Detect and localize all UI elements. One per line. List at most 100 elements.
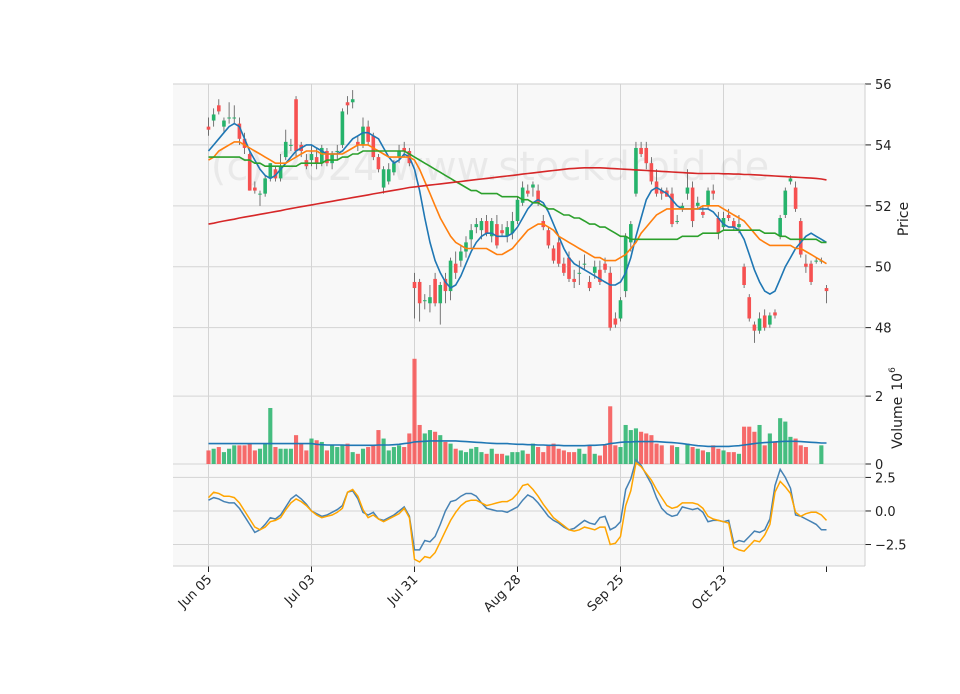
candle-body <box>520 187 525 203</box>
volume-bar <box>360 448 366 464</box>
volume-bar <box>618 447 623 464</box>
price-y-tick-label: 54 <box>875 139 892 154</box>
candle-body <box>283 141 288 158</box>
volume-y-tick-label: 0 <box>875 458 883 473</box>
candle-body <box>206 126 211 130</box>
volume-bar <box>726 452 731 464</box>
volume-bar <box>371 445 376 464</box>
volume-bar <box>247 443 252 464</box>
volume-bar <box>705 452 711 464</box>
candle-body <box>428 297 432 304</box>
candle-body <box>345 102 350 106</box>
volume-bar <box>669 445 675 464</box>
volume-bar <box>711 445 716 464</box>
candle-body <box>603 263 607 270</box>
candle-body <box>412 281 417 289</box>
volume-bar <box>788 436 793 464</box>
volume-bar <box>324 450 330 464</box>
candle-body <box>695 202 700 206</box>
price-y-tick-label: 56 <box>875 78 892 93</box>
ma-line-sma_slow <box>208 150 827 244</box>
volume-bar <box>263 443 268 464</box>
volume-bar <box>499 453 505 464</box>
volume-bar <box>211 448 216 464</box>
candle-body <box>319 147 324 164</box>
volume-bar <box>366 447 371 464</box>
volume-bar <box>597 455 602 464</box>
candle-body <box>737 224 741 228</box>
candle-body <box>247 154 252 191</box>
volume-bar <box>299 443 304 464</box>
candle-body <box>253 187 257 191</box>
volume-bar <box>237 445 242 464</box>
candle-body <box>773 312 777 316</box>
volume-bar <box>427 430 433 464</box>
candle-body <box>721 218 726 228</box>
candle-body <box>531 184 535 188</box>
volume-bar <box>396 445 402 464</box>
candle-body <box>598 269 602 282</box>
volume-bar <box>319 441 324 464</box>
volume-bar <box>412 358 417 464</box>
volume-bar <box>602 445 608 464</box>
candle-body <box>701 211 705 215</box>
candle-body <box>433 278 437 304</box>
price-y-tick-label: 52 <box>875 200 892 215</box>
volume-bar <box>448 443 453 464</box>
volume-bar <box>530 443 536 464</box>
volume-bar <box>659 445 664 464</box>
macd-y-tick-label: −2.5 <box>875 539 907 554</box>
volume-bar <box>752 431 757 464</box>
candle-body <box>536 190 540 203</box>
volume-bar <box>721 450 726 464</box>
candle-body <box>371 135 376 158</box>
candle-body <box>397 151 401 158</box>
candle-body <box>798 221 803 255</box>
candle-body <box>793 187 798 209</box>
candle-body <box>582 263 587 265</box>
macd-panel <box>173 464 865 566</box>
volume-bar <box>252 450 257 464</box>
volume-bar <box>479 452 484 464</box>
volume-bar <box>273 447 278 464</box>
candle-body <box>356 141 360 145</box>
volume-bar <box>335 447 340 464</box>
candle-body <box>211 114 216 121</box>
candle-body <box>747 297 752 319</box>
candle-body <box>778 218 782 237</box>
volume-bar <box>221 452 227 464</box>
candle-body <box>273 169 278 179</box>
candle-body <box>824 288 829 292</box>
candle-body <box>649 163 654 182</box>
candle-body <box>742 266 746 285</box>
volume-bar <box>541 452 546 464</box>
volume-bar <box>561 450 566 464</box>
candle-body <box>804 263 808 267</box>
candle-body <box>464 242 468 252</box>
candle-body <box>675 221 679 223</box>
volume-bar <box>556 448 561 464</box>
candle-body <box>453 263 458 273</box>
volume-bar <box>330 445 335 464</box>
volume-bar <box>438 435 443 464</box>
volume-bar <box>716 448 721 464</box>
candle-body <box>232 117 237 119</box>
volume-bar <box>536 447 541 464</box>
candle-body <box>788 178 793 182</box>
candle-body <box>474 224 479 228</box>
volume-bar <box>381 438 386 464</box>
volume-bar <box>407 433 412 464</box>
candle-body <box>752 324 757 331</box>
volume-bar <box>216 447 221 464</box>
volume-bar <box>433 431 438 464</box>
candle-body <box>814 260 819 262</box>
candle-body <box>618 300 623 319</box>
candle-body <box>551 248 556 261</box>
volume-bar <box>525 453 530 464</box>
volume-bar <box>314 440 319 464</box>
candle-body <box>623 236 628 292</box>
volume-y-tick-label: 2 <box>875 390 883 405</box>
volume-bar <box>510 452 515 464</box>
volume-bar <box>206 450 211 464</box>
